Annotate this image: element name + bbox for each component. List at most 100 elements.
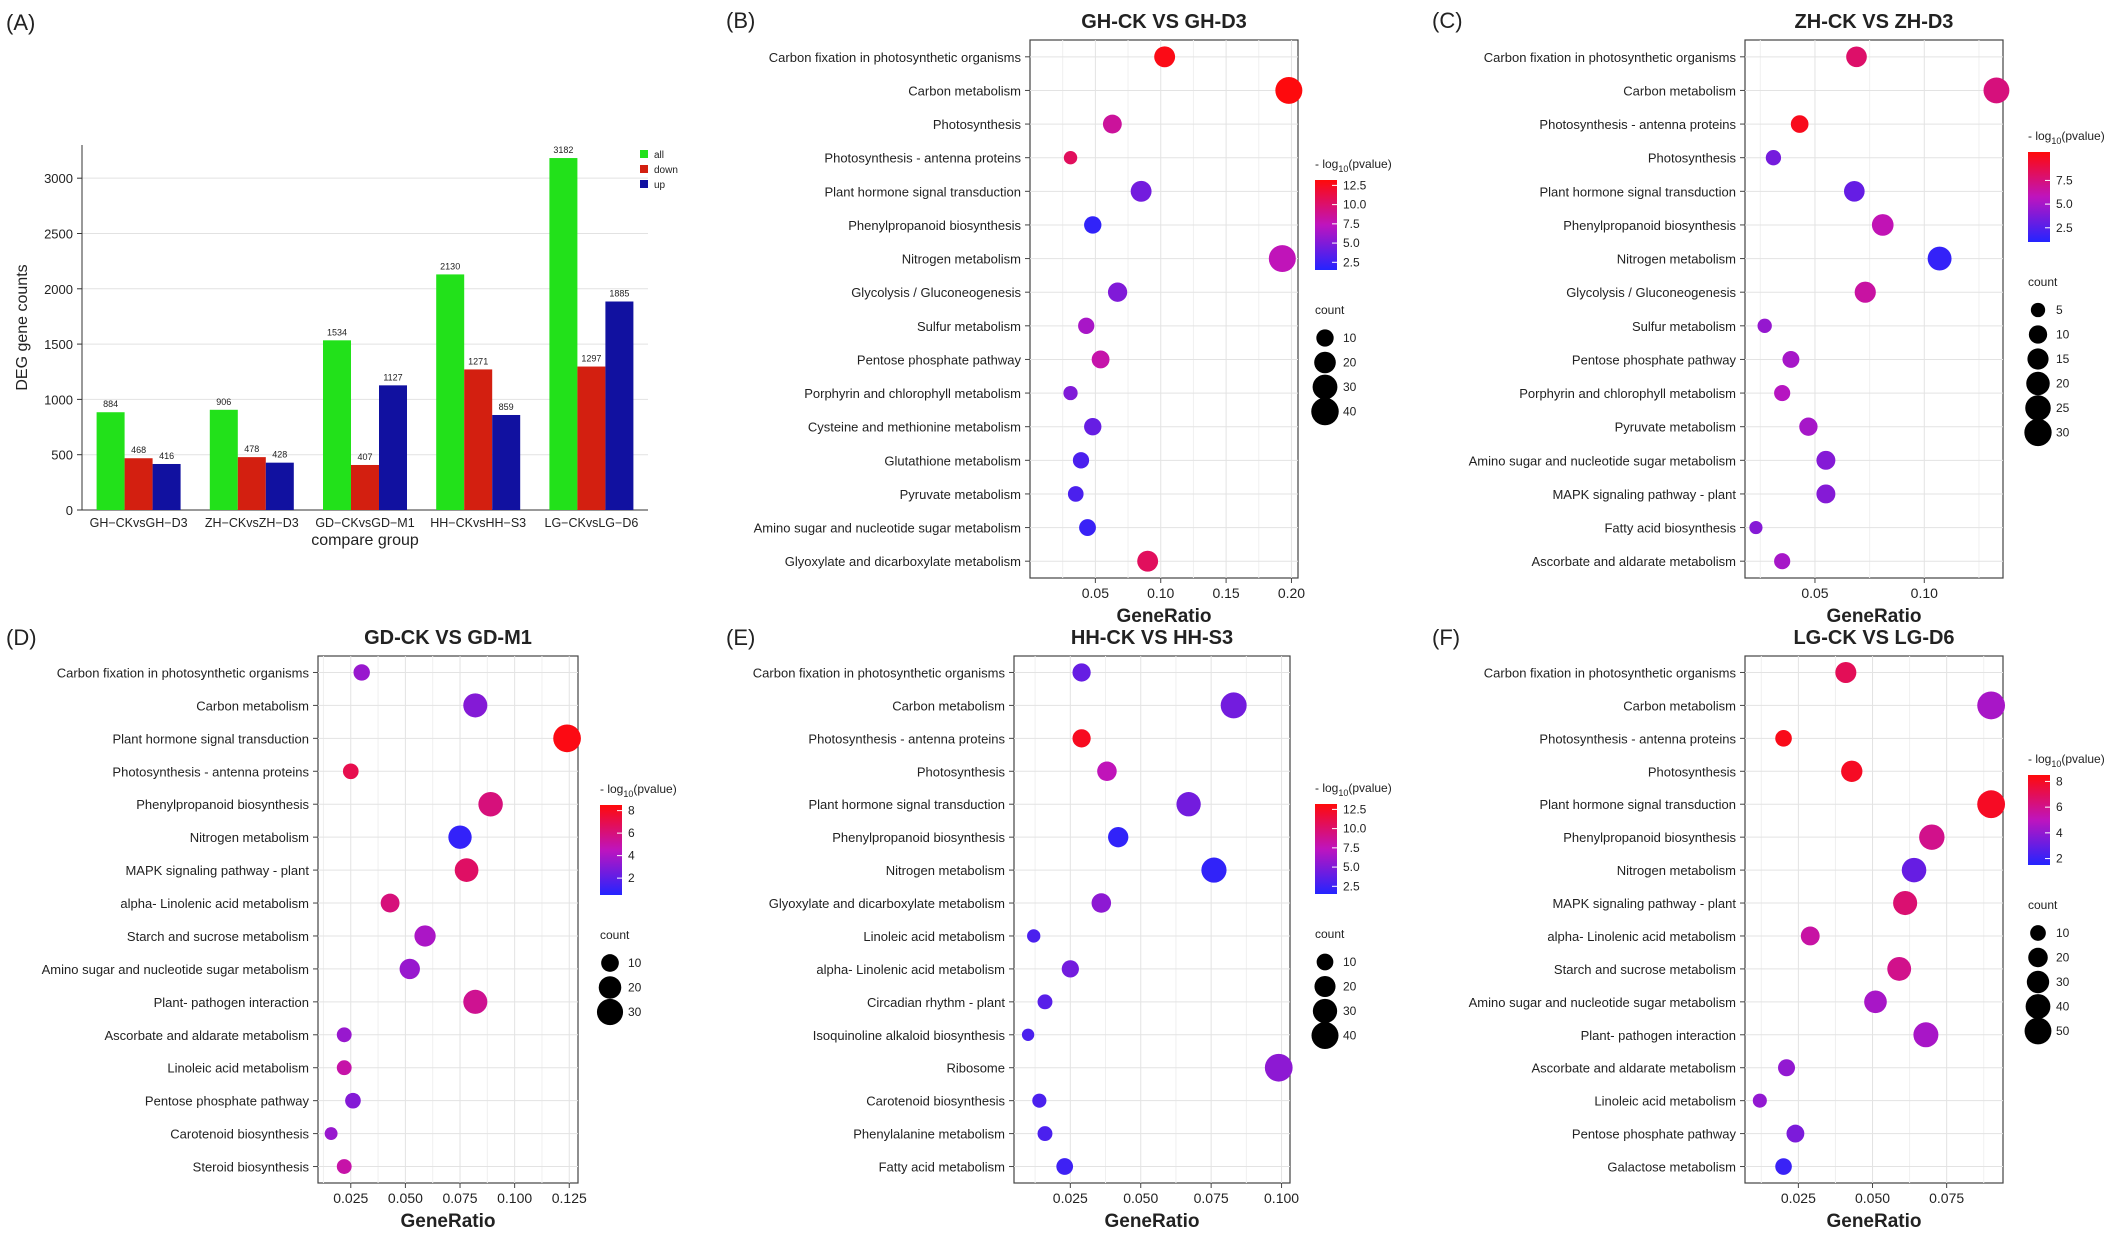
term-label: Nitrogen metabolism <box>1617 863 1736 878</box>
bubble <box>1757 318 1772 333</box>
plot-frame <box>1744 39 2004 579</box>
bubble <box>463 693 488 718</box>
term-label: Pentose phosphate pathway <box>145 1094 310 1109</box>
x-tick-label: 0.10 <box>1911 585 1938 601</box>
term-label: Carbon fixation in photosynthetic organi… <box>753 665 1006 680</box>
bubble <box>1977 790 2006 819</box>
bubble <box>1130 180 1152 202</box>
color-bar-label: 7.5 <box>1343 841 1360 855</box>
x-tick-label: 0.025 <box>1781 1190 1816 1206</box>
bubble <box>1841 760 1863 782</box>
bar-down <box>577 366 606 510</box>
bubble <box>1027 929 1041 943</box>
panel-label: (C) <box>1432 8 1463 33</box>
size-legend-dot <box>2024 418 2052 447</box>
term-label: Photosynthesis <box>1648 764 1737 779</box>
bar-up <box>265 462 294 510</box>
bubble <box>1108 826 1129 848</box>
color-bar-label: 4 <box>2056 826 2063 840</box>
x-tick-label: 0.075 <box>442 1190 477 1206</box>
bubble <box>1220 692 1247 719</box>
term-label: Amino sugar and nucleotide sugar metabol… <box>42 962 309 977</box>
bubble <box>1775 730 1792 747</box>
color-bar-label: 6 <box>628 826 635 840</box>
term-label: Plant hormone signal transduction <box>112 731 309 746</box>
bar-value-label: 407 <box>357 452 372 462</box>
size-legend-dot <box>598 976 622 999</box>
x-tick-label: 0.15 <box>1212 585 1239 601</box>
panel-label: (F) <box>1432 625 1460 650</box>
term-label: Isoquinoline alkaloid biosynthesis <box>813 1028 1006 1043</box>
x-axis-title: GeneRatio <box>1116 606 1211 627</box>
term-label: Phenylpropanoid biosynthesis <box>832 830 1005 845</box>
size-legend-label: 40 <box>2056 1000 2070 1014</box>
color-bar-label: 5.0 <box>1343 236 1360 250</box>
bubble <box>1893 890 1918 916</box>
bubble <box>1037 1126 1053 1142</box>
size-legend-dot <box>2030 925 2046 941</box>
bar-value-label: 3182 <box>553 145 573 155</box>
size-legend-label: 20 <box>2056 951 2070 965</box>
term-label: Plant hormone signal transduction <box>1539 184 1736 199</box>
bubble <box>1037 994 1053 1010</box>
bubble <box>1063 385 1078 401</box>
x-axis-title: GeneRatio <box>1826 606 1921 627</box>
bubble <box>454 858 479 882</box>
term-label: Porphyrin and chlorophyll metabolism <box>804 386 1021 401</box>
bar-all <box>549 158 578 510</box>
term-label: Pentose phosphate pathway <box>1572 352 1737 367</box>
panel-a: (A) 0 500 1000 1500 2000 2500 3000 884 468 416 GH−C… <box>6 10 678 549</box>
bubble <box>1799 417 1818 436</box>
bubble <box>336 1060 352 1076</box>
bubble <box>1816 484 1836 504</box>
term-label: Carbon fixation in photosynthetic organi… <box>57 665 310 680</box>
color-bar <box>1315 804 1337 894</box>
color-legend-title: - log10(pvalue) <box>1315 157 1392 174</box>
term-label: Glycolysis / Gluconeogenesis <box>851 285 1021 300</box>
term-label: Photosynthesis - antenna proteins <box>1539 117 1736 132</box>
color-bar <box>2028 775 2050 865</box>
bar-value-label: 416 <box>159 451 174 461</box>
term-label: Carbon metabolism <box>908 83 1021 98</box>
term-label: Phenylpropanoid biosynthesis <box>1563 218 1736 233</box>
bubble <box>448 825 472 849</box>
bubble <box>1078 317 1095 334</box>
legend-label: down <box>654 165 678 176</box>
x-tick-label: 0.025 <box>333 1190 368 1206</box>
y-tick-label: 0 <box>66 503 73 518</box>
x-tick-label: ZH−CKvsZH−D3 <box>205 516 299 530</box>
term-label: Photosynthesis - antenna proteins <box>808 731 1005 746</box>
bubble <box>1775 1158 1792 1175</box>
term-label: Pentose phosphate pathway <box>1572 1127 1737 1142</box>
bubble <box>1843 180 1865 202</box>
bubble <box>342 763 359 780</box>
bubble <box>1072 452 1090 469</box>
panel-c: (C) ZH-CK VS ZH-D3 0.05 0.10 Carbon fixation… <box>1432 8 2105 627</box>
color-bar <box>2028 152 2050 242</box>
size-legend-dot <box>1311 1021 1339 1050</box>
color-bar-label: 2 <box>2056 852 2063 866</box>
x-tick-label: LG−CKvsLG−D6 <box>545 516 639 530</box>
term-label: Pentose phosphate pathway <box>857 352 1022 367</box>
bubble <box>1264 1053 1293 1082</box>
bubble <box>1977 691 2006 720</box>
size-legend-label: 30 <box>628 1005 642 1019</box>
bubble <box>380 893 400 913</box>
term-label: Pyruvate metabolism <box>900 487 1021 502</box>
bar-all <box>436 274 465 510</box>
panel-label: (B) <box>726 8 755 33</box>
size-legend-label: 20 <box>1343 356 1357 370</box>
chart-title: ZH-CK VS ZH-D3 <box>1795 11 1954 33</box>
term-label: Amino sugar and nucleotide sugar metabol… <box>754 521 1021 536</box>
color-bar-label: 7.5 <box>1343 217 1360 231</box>
term-label: Pyruvate metabolism <box>1615 420 1736 435</box>
color-bar-label: 5.0 <box>2056 197 2073 211</box>
term-label: Carbon fixation in photosynthetic organi… <box>1484 665 1737 680</box>
term-label: Linoleic acid metabolism <box>863 929 1005 944</box>
term-label: MAPK signaling pathway - plant <box>125 863 309 878</box>
y-axis-title: DEG gene counts <box>14 264 31 390</box>
panel-b: (B) GH-CK VS GH-D3 0.05 0.10 0.15 0.20 Carbon … <box>726 8 1392 627</box>
term-label: Nitrogen metabolism <box>190 830 309 845</box>
size-legend-label: 15 <box>2056 352 2070 366</box>
